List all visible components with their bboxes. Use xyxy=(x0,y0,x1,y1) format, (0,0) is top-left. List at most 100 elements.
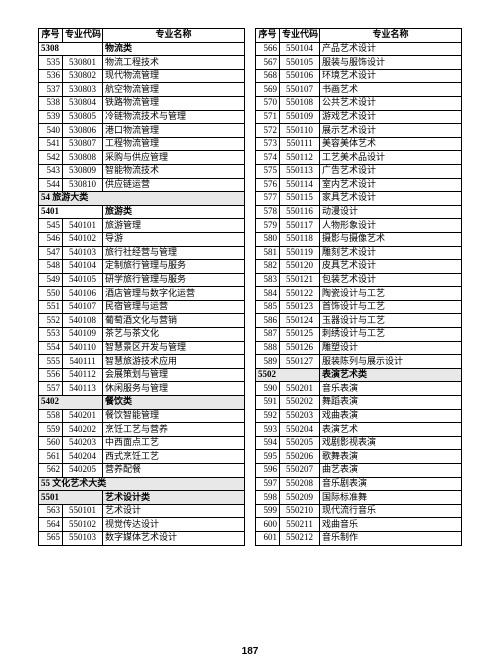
cell-code: 550104 xyxy=(280,42,320,56)
table-row: 593550204表演艺术 xyxy=(256,423,462,437)
cell-seq: 592 xyxy=(256,409,280,423)
table-row: 541530807工程物流管理 xyxy=(39,137,245,151)
cell-code: 550108 xyxy=(280,96,320,110)
cell-name: 音乐剧表演 xyxy=(320,477,462,491)
category-code: 5402 xyxy=(39,396,103,410)
cell-name: 休闲服务与管理 xyxy=(103,382,245,396)
cell-code: 550121 xyxy=(280,273,320,287)
table-row: 563550101艺术设计 xyxy=(39,504,245,518)
cell-name: 动漫设计 xyxy=(320,205,462,219)
table-header-row: 序号 专业代码 专业名称 xyxy=(256,29,462,43)
table-row: 595550206歌舞表演 xyxy=(256,450,462,464)
table-row: 568550106环境艺术设计 xyxy=(256,69,462,83)
cell-code: 540205 xyxy=(63,464,103,478)
cell-code: 540101 xyxy=(63,219,103,233)
cell-seq: 591 xyxy=(256,396,280,410)
cell-code: 540103 xyxy=(63,246,103,260)
cell-code: 540108 xyxy=(63,314,103,328)
cell-code: 550113 xyxy=(280,164,320,178)
table-row: 559540202烹饪工艺与营养 xyxy=(39,423,245,437)
cell-seq: 566 xyxy=(256,42,280,56)
cell-name: 歌舞表演 xyxy=(320,450,462,464)
cell-name: 舞蹈表演 xyxy=(320,396,462,410)
cell-name: 铁路物流管理 xyxy=(103,96,245,110)
table-row: 587550125刺绣设计与工艺 xyxy=(256,328,462,342)
category-name: 艺术设计类 xyxy=(103,491,245,505)
right-column: 序号 专业代码 专业名称 566550104产品艺术设计567550105服装与… xyxy=(255,28,462,667)
cell-code: 540102 xyxy=(63,232,103,246)
table-row: 574550112工艺美术品设计 xyxy=(256,151,462,165)
header-name: 专业名称 xyxy=(320,29,462,43)
table-row: 582550120皮具艺术设计 xyxy=(256,260,462,274)
cell-seq: 561 xyxy=(39,450,63,464)
major-category-row: 54 旅游大类 xyxy=(39,192,245,206)
cell-seq: 571 xyxy=(256,110,280,124)
table-row: 542530808采购与供应管理 xyxy=(39,151,245,165)
category-row: 5402餐饮类 xyxy=(39,396,245,410)
cell-name: 公共艺术设计 xyxy=(320,96,462,110)
table-row: 594550205戏剧影视表演 xyxy=(256,436,462,450)
cell-code: 530807 xyxy=(63,137,103,151)
category-code: 5401 xyxy=(39,205,103,219)
table-row: 601550212音乐制作 xyxy=(256,531,462,545)
cell-name: 工程物流管理 xyxy=(103,137,245,151)
cell-code: 550123 xyxy=(280,300,320,314)
cell-name: 酒店管理与数字化运营 xyxy=(103,287,245,301)
header-name: 专业名称 xyxy=(103,29,245,43)
cell-seq: 535 xyxy=(39,56,63,70)
table-row: 561540204西式烹饪工艺 xyxy=(39,450,245,464)
table-row: 583550121包装艺术设计 xyxy=(256,273,462,287)
cell-name: 产品艺术设计 xyxy=(320,42,462,56)
cell-code: 530802 xyxy=(63,69,103,83)
cell-name: 广告艺术设计 xyxy=(320,164,462,178)
table-row: 570550108公共艺术设计 xyxy=(256,96,462,110)
major-category-label: 54 旅游大类 xyxy=(39,192,245,206)
cell-seq: 595 xyxy=(256,450,280,464)
category-code: 5501 xyxy=(39,491,103,505)
table-row: 552540108葡萄酒文化与营销 xyxy=(39,314,245,328)
cell-seq: 567 xyxy=(256,56,280,70)
cell-code: 550109 xyxy=(280,110,320,124)
cell-code: 550205 xyxy=(280,436,320,450)
cell-name: 表演艺术 xyxy=(320,423,462,437)
major-category-label: 55 文化艺术大类 xyxy=(39,477,245,491)
cell-seq: 556 xyxy=(39,368,63,382)
cell-seq: 582 xyxy=(256,260,280,274)
cell-code: 540106 xyxy=(63,287,103,301)
cell-code: 550117 xyxy=(280,219,320,233)
cell-seq: 579 xyxy=(256,219,280,233)
cell-name: 曲艺表演 xyxy=(320,464,462,478)
table-row: 554540110智慧景区开发与管理 xyxy=(39,341,245,355)
table-row: 548540104定制旅行管理与服务 xyxy=(39,260,245,274)
category-code: 5308 xyxy=(39,42,103,56)
category-name: 物流类 xyxy=(103,42,245,56)
table-row: 553540109茶艺与茶文化 xyxy=(39,328,245,342)
cell-seq: 562 xyxy=(39,464,63,478)
cell-seq: 570 xyxy=(256,96,280,110)
cell-code: 550116 xyxy=(280,205,320,219)
cell-seq: 563 xyxy=(39,504,63,518)
cell-name: 雕塑设计 xyxy=(320,341,462,355)
cell-name: 茶艺与茶文化 xyxy=(103,328,245,342)
cell-name: 刺绣设计与工艺 xyxy=(320,328,462,342)
cell-seq: 537 xyxy=(39,83,63,97)
cell-seq: 539 xyxy=(39,110,63,124)
table-row: 585550123首饰设计与工艺 xyxy=(256,300,462,314)
table-row: 575550113广告艺术设计 xyxy=(256,164,462,178)
cell-seq: 543 xyxy=(39,164,63,178)
table-row: 576550114室内艺术设计 xyxy=(256,178,462,192)
cell-name: 港口物流管理 xyxy=(103,124,245,138)
cell-name: 环境艺术设计 xyxy=(320,69,462,83)
table-row: 555540111智慧旅游技术应用 xyxy=(39,355,245,369)
cell-code: 540203 xyxy=(63,436,103,450)
cell-code: 540104 xyxy=(63,260,103,274)
cell-code: 530801 xyxy=(63,56,103,70)
cell-seq: 586 xyxy=(256,314,280,328)
cell-seq: 601 xyxy=(256,531,280,545)
table-row: 545540101旅游管理 xyxy=(39,219,245,233)
table-row: 543530809智能物流技术 xyxy=(39,164,245,178)
cell-code: 530809 xyxy=(63,164,103,178)
cell-name: 葡萄酒文化与营销 xyxy=(103,314,245,328)
table-row: 560540203中西面点工艺 xyxy=(39,436,245,450)
table-row: 581550119雕刻艺术设计 xyxy=(256,246,462,260)
